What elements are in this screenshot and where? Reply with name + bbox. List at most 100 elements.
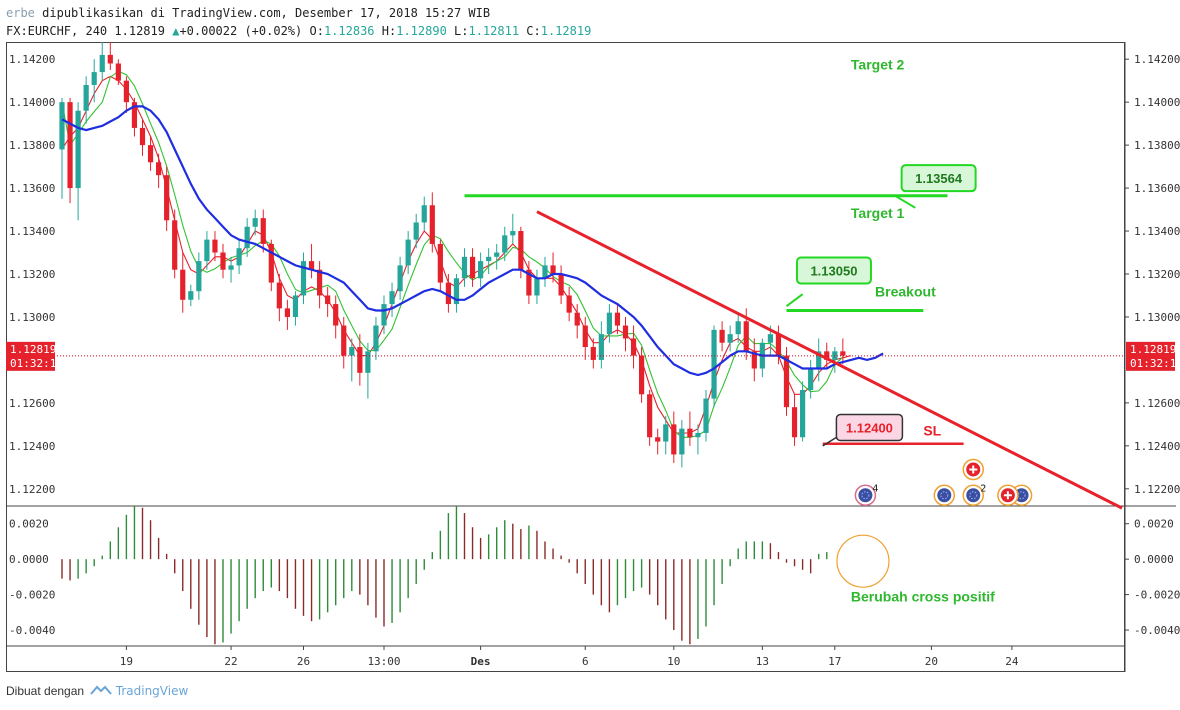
economic-event-stars: [940, 491, 949, 500]
price-tick-label-right: 1.12200: [1134, 483, 1180, 496]
brand-name[interactable]: TradingView: [115, 684, 189, 698]
osc-tick-label-right: 0.0000: [1134, 553, 1174, 566]
economic-event-stars: [861, 491, 870, 500]
x-tick-label: 13:00: [367, 655, 400, 668]
economic-event-stars: [1017, 491, 1026, 500]
candle: [767, 334, 773, 343]
candle: [260, 218, 266, 244]
candle: [252, 218, 258, 227]
ma-green-line: [61, 70, 844, 438]
candle: [325, 295, 331, 305]
candle: [156, 162, 162, 176]
candle: [220, 252, 226, 270]
osc-tick-label-left: 0.0000: [9, 553, 49, 566]
candle: [558, 274, 564, 296]
countdown-label: 01:32:16: [10, 357, 63, 370]
ma-red-line: [61, 75, 852, 434]
candle: [172, 220, 178, 270]
economic-event-fill: [858, 488, 873, 503]
price-tick-label-right: 1.12400: [1134, 440, 1180, 453]
high-value: 1.12890: [396, 24, 447, 38]
low-value: 1.12811: [468, 24, 520, 38]
target1-pointer: [894, 194, 916, 209]
candle: [494, 252, 500, 257]
candle: [800, 390, 806, 438]
candle: [703, 398, 709, 433]
symbol-line: FX:EURCHF, 240 1.12819 ▲+0.00022 (+0.02%…: [6, 24, 591, 38]
candle: [333, 304, 339, 326]
health-cross-mark: [969, 465, 978, 474]
candle: [647, 394, 653, 438]
candle: [196, 261, 202, 292]
candle: [365, 351, 371, 373]
candle: [445, 282, 451, 305]
economic-event-fill: [966, 488, 981, 503]
price-tick-label-right: 1.13000: [1134, 311, 1180, 324]
economic-event-stars: [969, 491, 978, 500]
chart-area[interactable]: 1.14200 1.14200 1.14000 1.14000 1.13800 1.138…: [0, 0, 1180, 680]
price-tick-label-left: 1.12400: [9, 440, 55, 453]
candle: [204, 239, 210, 262]
candle: [413, 222, 419, 240]
candle: [478, 261, 484, 279]
trend-line: [536, 210, 1123, 510]
candle: [550, 265, 556, 274]
candle: [775, 334, 782, 356]
x-tick-label: 10: [667, 655, 680, 668]
price-tick-label-left: 1.13000: [9, 311, 55, 324]
candle: [614, 312, 621, 326]
osc-tick-label-left: 0.0020: [9, 518, 49, 531]
candle: [67, 102, 73, 189]
candle: [566, 295, 572, 313]
breakout-price-box: [795, 256, 872, 285]
candle: [606, 312, 612, 335]
candle: [808, 368, 814, 390]
candle: [719, 329, 725, 343]
candle: [268, 243, 274, 283]
candle: [574, 312, 580, 326]
candle: [534, 278, 540, 296]
candle: [115, 63, 121, 81]
candle: [123, 80, 129, 103]
candle: [461, 256, 468, 279]
stop-loss-price-box: [835, 413, 904, 442]
economic-event-fill: [1014, 488, 1029, 503]
price-tick-label-right: 1.13600: [1134, 182, 1180, 195]
x-tick-label: 26: [297, 655, 310, 668]
candle: [300, 261, 307, 296]
price-tick-label-left: 1.13800: [9, 139, 55, 152]
economic-event-fill: [937, 488, 952, 503]
candle: [639, 355, 645, 395]
x-tick-label: 17: [828, 655, 841, 668]
price-tick-label-right: 1.14200: [1134, 53, 1180, 66]
candle: [453, 278, 460, 305]
cross-highlight-circle: [836, 534, 890, 588]
candle: [735, 321, 741, 335]
ma-blue-line: [61, 105, 884, 377]
stop-loss-price-label: 1.12400: [846, 421, 893, 436]
stop-loss-label: SL: [923, 423, 941, 439]
x-tick-label: 20: [925, 655, 938, 668]
price-tick-label-left: 1.13600: [9, 182, 55, 195]
candle: [671, 424, 677, 455]
target1-price-label: 1.13564: [915, 171, 963, 186]
author[interactable]: erbe: [6, 6, 35, 20]
candle: [357, 347, 363, 373]
x-tick-label: Des: [471, 655, 491, 668]
candle: [212, 239, 218, 253]
breakout-price-label: 1.13050: [810, 264, 857, 279]
candle: [83, 84, 89, 111]
osc-tick-label-right: 0.0020: [1134, 518, 1174, 531]
price-tick-label-right: 1.13400: [1134, 225, 1180, 238]
candle: [727, 334, 733, 343]
candle: [679, 428, 685, 455]
candle: [284, 308, 290, 317]
candle: [236, 248, 242, 266]
candle: [107, 54, 113, 64]
close-value: 1.12819: [540, 24, 592, 38]
candle: [405, 239, 411, 266]
candle: [598, 334, 604, 360]
footer: Dibuat dengan TradingView: [6, 684, 188, 698]
candle: [695, 432, 701, 438]
candle: [824, 351, 830, 360]
